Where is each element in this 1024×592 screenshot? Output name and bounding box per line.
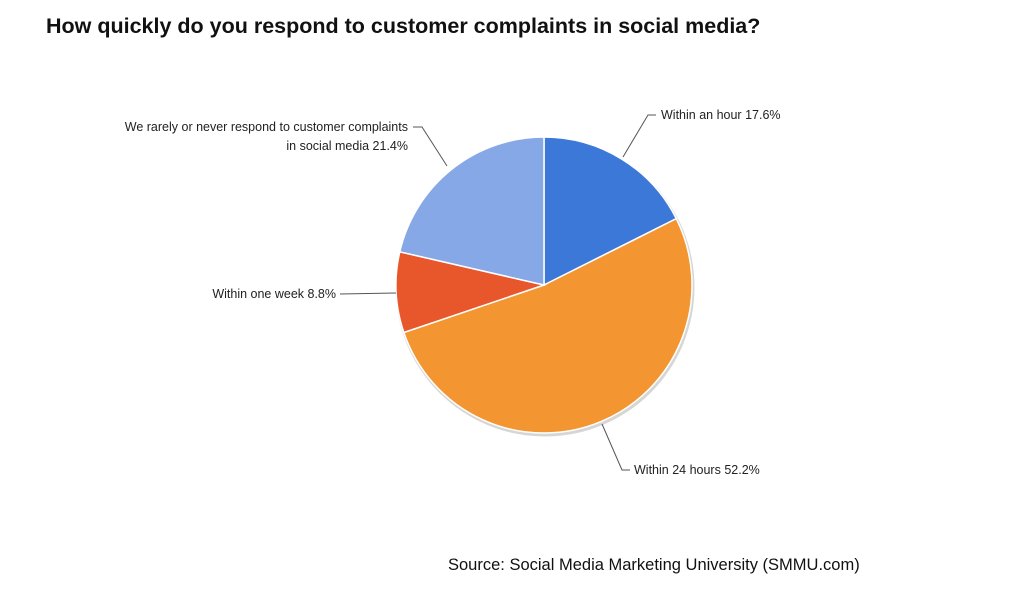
chart-title: How quickly do you respond to customer c… [46,14,761,38]
pie-slice-0 [543,136,678,287]
pie-slice-3 [398,136,545,286]
pie-slice-2 [395,250,547,334]
slice-label-1: Within 24 hours 52.2% [634,463,760,477]
slice-label-3-line-1: in social media 21.4% [286,139,408,153]
slice-label-3-line-0: We rarely or never respond to customer c… [125,120,408,134]
leader-line-0 [622,114,656,158]
chart-source: Source: Social Media Marketing Universit… [448,556,860,574]
leader-line-1 [601,423,630,471]
pie-slice-1 [402,217,693,434]
leader-line-2 [339,292,397,295]
slice-label-2: Within one week 8.8% [212,287,336,301]
leader-line-3 [413,126,448,167]
slice-label-0: Within an hour 17.6% [661,108,781,122]
